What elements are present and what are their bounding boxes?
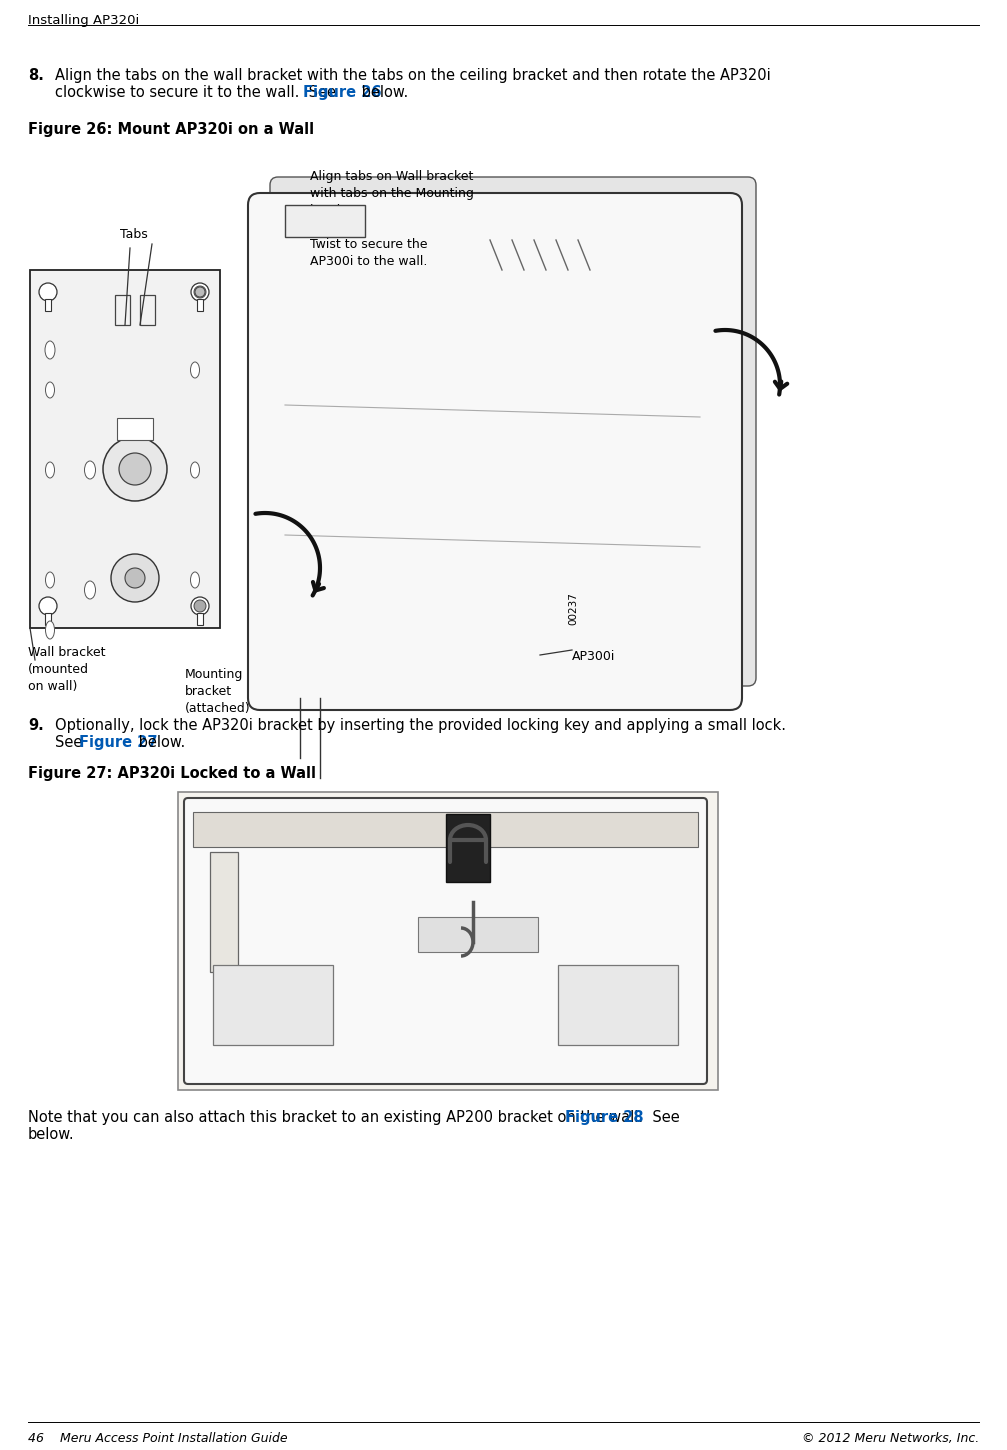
FancyBboxPatch shape [248, 193, 742, 710]
Text: Align tabs on Wall bracket
with tabs on the Mounting
bracket.: Align tabs on Wall bracket with tabs on … [310, 170, 474, 218]
Text: Figure 27: AP320i Locked to a Wall: Figure 27: AP320i Locked to a Wall [28, 766, 316, 782]
Ellipse shape [45, 381, 54, 397]
Text: © 2012 Meru Networks, Inc.: © 2012 Meru Networks, Inc. [802, 1433, 979, 1446]
Text: Mounting
bracket
(attached): Mounting bracket (attached) [185, 668, 251, 715]
Bar [558, 966, 678, 1045]
Text: Figure 27: Figure 27 [80, 735, 158, 750]
Circle shape [39, 597, 57, 615]
Text: below.: below. [28, 1127, 75, 1143]
Text: Tabs: Tabs [120, 228, 148, 241]
Ellipse shape [85, 461, 96, 479]
Circle shape [111, 554, 159, 602]
Circle shape [119, 452, 151, 484]
Text: Note that you can also attach this bracket to an existing AP200 bracket on the w: Note that you can also attach this brack… [28, 1111, 685, 1125]
Ellipse shape [125, 581, 136, 599]
Text: below.: below. [357, 86, 409, 100]
Text: Optionally, lock the AP320i bracket by inserting the provided locking key and ap: Optionally, lock the AP320i bracket by i… [55, 718, 786, 734]
Bar [45, 299, 51, 310]
Circle shape [194, 600, 206, 612]
Circle shape [125, 568, 145, 589]
Ellipse shape [190, 571, 199, 589]
Ellipse shape [45, 341, 55, 360]
Ellipse shape [45, 463, 54, 478]
Ellipse shape [190, 362, 199, 378]
Circle shape [191, 597, 209, 615]
Bar [193, 812, 698, 847]
Text: 46    Meru Access Point Installation Guide: 46 Meru Access Point Installation Guide [28, 1433, 288, 1446]
Bar [208, 822, 688, 1060]
Ellipse shape [45, 621, 54, 639]
Text: Wall bracket
(mounted
on wall): Wall bracket (mounted on wall) [28, 647, 106, 693]
Bar [418, 916, 538, 953]
Circle shape [194, 286, 206, 299]
Text: below.: below. [134, 735, 185, 750]
Text: 8.: 8. [28, 68, 44, 83]
Bar [285, 204, 365, 236]
Text: Figure 26: Mount AP320i on a Wall: Figure 26: Mount AP320i on a Wall [28, 122, 314, 136]
Text: Align the tabs on the wall bracket with the tabs on the ceiling bracket and then: Align the tabs on the wall bracket with … [55, 68, 770, 83]
Circle shape [103, 436, 167, 502]
Ellipse shape [125, 461, 136, 479]
Bar [30, 270, 220, 628]
Text: clockwise to secure it to the wall.  See: clockwise to secure it to the wall. See [55, 86, 340, 100]
Bar [197, 299, 203, 310]
Circle shape [39, 283, 57, 302]
Ellipse shape [45, 571, 54, 589]
Bar [140, 294, 155, 325]
Ellipse shape [190, 463, 199, 478]
FancyBboxPatch shape [184, 798, 707, 1085]
Bar [117, 418, 153, 439]
Text: Figure 28: Figure 28 [565, 1111, 643, 1125]
Circle shape [191, 283, 209, 302]
Bar [210, 853, 238, 972]
Ellipse shape [85, 581, 96, 599]
Text: 00237: 00237 [568, 592, 578, 625]
Text: 9.: 9. [28, 718, 43, 734]
Bar [45, 613, 51, 625]
Text: AP300i: AP300i [572, 650, 615, 663]
Bar [446, 813, 490, 882]
Circle shape [195, 287, 205, 297]
Bar [197, 613, 203, 625]
Text: Figure 26: Figure 26 [303, 86, 382, 100]
Text: See: See [55, 735, 87, 750]
Bar [178, 792, 718, 1090]
Bar [213, 966, 333, 1045]
Bar [115, 294, 130, 325]
FancyBboxPatch shape [270, 177, 756, 686]
Text: Installing AP320i: Installing AP320i [28, 14, 139, 28]
Text: Twist to secure the
AP300i to the wall.: Twist to secure the AP300i to the wall. [310, 238, 428, 268]
